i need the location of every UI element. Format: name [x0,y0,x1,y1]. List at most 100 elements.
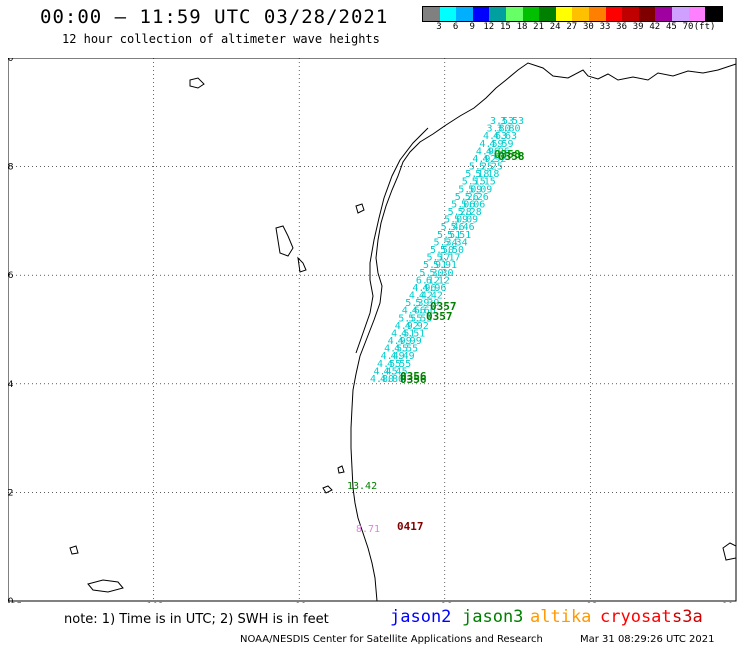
swh-value: 3.80 [486,124,510,135]
scale-swatch [456,7,473,21]
timestamp-text: Mar 31 08:29:26 UTC 2021 [580,634,715,645]
lat-tick-label: 20 [8,597,14,603]
pass-time-label: 0357 [430,300,457,313]
swh-value: 4.49 [391,351,415,362]
altimeter-map: 3.533.804.634.594.964.925.255.185.155.09… [8,58,737,603]
scale-label: 36 [616,22,628,32]
lon-tick-label: -96 [437,602,452,603]
scale-swatch [423,7,440,21]
swh-value: 5.18 [475,169,499,180]
swh-value: 4.63 [493,131,517,142]
scale-label: 18 [516,22,528,32]
swh-value: 5.55 [408,313,432,324]
scale-swatch [655,7,672,21]
swh-value: 4.63 [483,131,507,142]
scale-label: 70 [682,22,694,32]
scale-label: 39 [632,22,644,32]
satellite-legend-item: cryosat [600,607,672,627]
scale-swatch [622,7,639,21]
scale-swatch [555,7,573,21]
credit-text: NOAA/NESDIS Center for Satellite Applica… [240,634,543,645]
swh-value: 5.09 [468,184,492,195]
scale-swatch [638,7,656,21]
swh-value: 5.18 [465,169,489,180]
map-gridlines [8,58,736,601]
swh-value: 5.51 [437,230,461,241]
axis-labels: -105 -102 -99 -96 -93 -90 30 28 26 24 22 20 [8,58,734,603]
swh-value: 3.53 [500,116,524,127]
swh-value: 4.49 [381,351,405,362]
scale-label: 33 [599,22,611,32]
scale-label: 45 [665,22,677,32]
swh-value: 4.55 [394,344,418,355]
scale-label: 15 [499,22,511,32]
swh-value: 4.96 [476,146,500,157]
swh-value: 4.92 [472,154,496,165]
swh-value: 5.30 [429,268,453,279]
scale-swatch [472,7,490,21]
swh-value: 5.17 [436,253,460,264]
point-labels: 13.42 8.71 [347,481,380,535]
swh-value: 5.46 [451,222,475,233]
scale-swatch [572,7,589,21]
swh-value: 6.12 [416,275,440,286]
scale-label: (ft) [693,22,716,32]
swh-value: 3.53 [490,116,514,127]
swh-value: 5.91 [433,260,457,271]
scale-label: 6 [452,22,459,32]
scale-label: 30 [582,22,594,32]
swh-value: 5.34 [434,237,458,248]
scale-label: 42 [649,22,661,32]
swh-value: 5.39 [415,298,439,309]
pass-time-label: 0357 [426,310,453,323]
swh-value: 5.91 [423,260,447,271]
swh-value: 5.06 [451,199,475,210]
swh-value: 5.25 [469,162,493,173]
swh-value: 3.80 [496,124,520,135]
lon-tick-label: -93 [583,602,598,603]
scale-swatch [505,7,523,21]
lon-tick-label: -99 [292,602,307,603]
swh-value: 4.45 [384,366,408,377]
swh-value: 5.25 [479,162,503,173]
swh-value: 6.12 [426,275,450,286]
lat-tick-label: 30 [8,58,14,64]
point-value-label: 8.71 [356,524,380,535]
swh-value: 5.30 [419,268,443,279]
scale-label: 27 [566,22,578,32]
scale-label: 24 [549,22,561,32]
page-title: 00:00 – 11:59 UTC 03/28/2021 [40,6,389,28]
swh-value: 5.17 [426,253,450,264]
page-subtitle: 12 hour collection of altimeter wave hei… [62,32,380,46]
swh-value: 5.46 [441,222,465,233]
swh-value: 4.42 [409,291,433,302]
swh-value: 5.51 [447,230,471,241]
scale-swatch [671,7,689,21]
swh-value: 5.09 [444,215,468,226]
coastline [69,62,737,602]
swh-value: 4.45 [374,366,398,377]
pass-time-label: 0358 [494,148,521,161]
swh-value: 5.39 [405,298,429,309]
swh-value: 5.09 [454,215,478,226]
swh-value: 4.59 [489,139,513,150]
scale-label: 12 [483,22,495,32]
swh-value: 4.51 [391,328,415,339]
swh-value: 5.50 [430,245,454,256]
scale-label: 21 [533,22,545,32]
swh-value: 4.92 [395,321,419,332]
swh-value: 4.55 [377,359,401,370]
scale-swatch [688,7,706,21]
satellite-legend-item: s3a [672,607,703,627]
note-text: note: 1) Time is in UTC; 2) SWH is in fe… [64,612,329,627]
swh-value: 4.80 [380,374,404,385]
lon-tick-label: -90 [719,602,734,603]
swh-value: 5.26 [455,192,479,203]
swh-value: 5.15 [472,177,496,188]
satellite-legend-item: altika [530,607,592,627]
scale-swatch [705,7,722,21]
swh-value: 4.55 [384,344,408,355]
lon-tick-label: -102 [143,602,163,603]
scale-label: 3 [436,22,442,32]
